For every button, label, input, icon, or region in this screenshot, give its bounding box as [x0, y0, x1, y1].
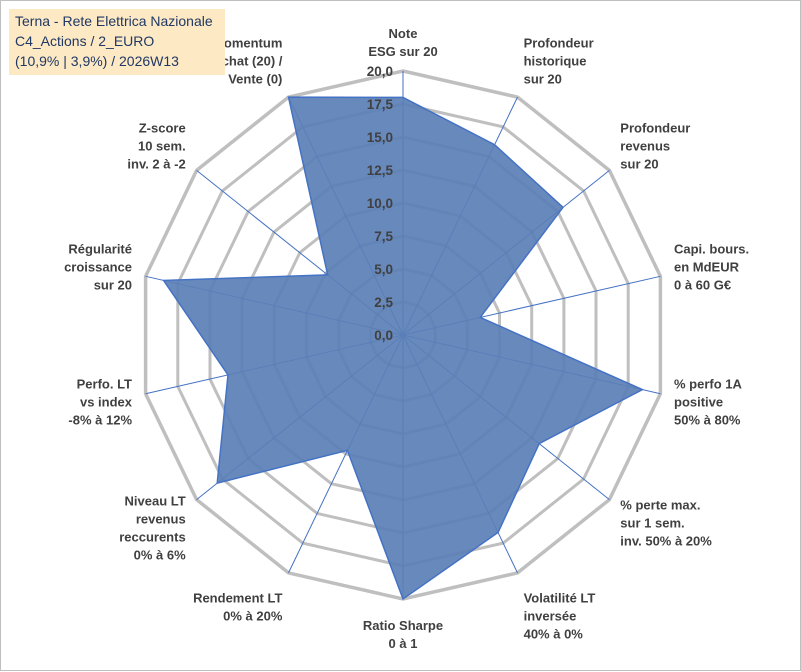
r-tick-label: 5,0 [374, 262, 393, 277]
r-tick-label: 17,5 [367, 97, 394, 112]
series-layer [162, 96, 645, 601]
title-line-3: (10,9% | 3,9%) / 2026W13 [15, 53, 179, 69]
axis-label-13: Momentum Achat (20) / Vente (0) [212, 36, 282, 87]
label-layer: Note ESG sur 20 Profondeur historique sur 20… [64, 26, 749, 651]
axis-label-8: Rendement LT 0% à 20% [193, 591, 283, 624]
axis-label-10: Perfo. LT vs index -8% à 12% [68, 376, 132, 427]
axis-label-11: Régularité croissance sur 20 [64, 242, 132, 293]
axis-label-9: Niveau LT revenus reccurents 0% à 6% [119, 494, 186, 563]
axis-label-12: Z-score 10 sem. inv. 2 à -2 [127, 121, 185, 172]
title-line-2: C4_Actions / 2_EURO [15, 33, 155, 49]
r-tick-label: 7,5 [374, 229, 393, 244]
series-area-0 [162, 96, 645, 601]
r-tick-label: 2,5 [374, 295, 393, 310]
r-tick-label: 12,5 [367, 163, 394, 178]
axis-label-1: Profondeur historique sur 20 [524, 36, 594, 87]
axis-label-7: Ratio Sharpe 0 à 1 [363, 618, 443, 651]
title-line-1: Terna - Rete Elettrica Nazionale [15, 13, 213, 29]
axis-label-3: Capi. bours. en MdEUR 0 à 60 G€ [674, 242, 749, 293]
r-tick-label: 0,0 [374, 328, 393, 343]
axis-label-0: Note ESG sur 20 [368, 26, 437, 59]
axis-label-4: % perfo 1A positive 50% à 80% [674, 376, 743, 427]
tick-layer: 0,0 2,5 5,0 7,5 10,0 12,5 15,0 17,5 20,0 [367, 64, 394, 343]
axis-label-2: Profondeur revenus sur 20 [620, 121, 690, 172]
r-tick-label: 15,0 [367, 130, 393, 145]
r-tick-label: 10,0 [367, 196, 393, 211]
axis-label-6: Volatilité LT inversée 40% à 0% [524, 591, 596, 642]
r-tick-label: 20,0 [367, 64, 393, 79]
axis-label-5: % perte max. sur 1 sem. inv. 50% à 20% [620, 498, 712, 549]
chart-title-box: Terna - Rete Elettrica Nazionale C4_Acti… [9, 9, 225, 75]
